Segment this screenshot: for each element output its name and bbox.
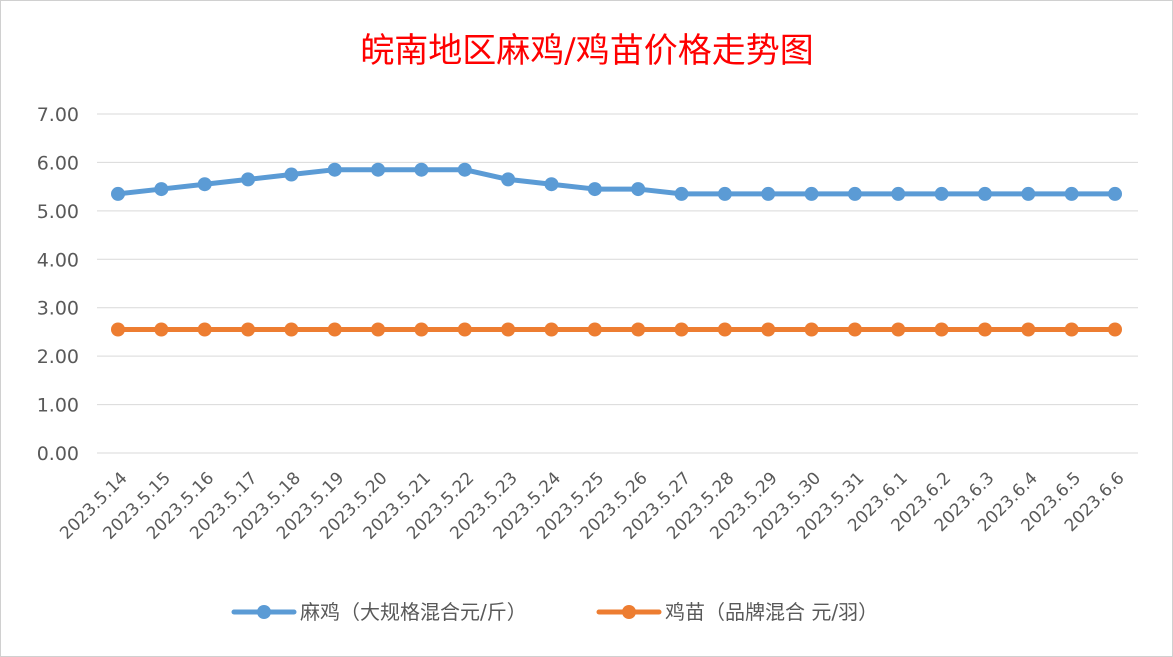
y-tick-label: 3.00: [37, 298, 79, 320]
legend-item-1: 麻鸡（大规格混合元/斤）: [231, 600, 527, 624]
y-tick-label: 2.00: [37, 346, 79, 368]
data-point: [154, 182, 169, 197]
data-point: [241, 172, 256, 187]
data-point: [587, 182, 602, 197]
data-point: [544, 177, 559, 192]
data-point: [891, 186, 906, 201]
legend-marker: [622, 605, 636, 619]
data-point: [1021, 322, 1036, 337]
data-point: [111, 322, 125, 337]
data-point: [717, 322, 732, 337]
data-point: [371, 162, 386, 177]
data-point: [934, 186, 949, 201]
legend-label: 麻鸡（大规格混合元/斤）: [300, 600, 527, 624]
chart-title: 皖南地区麻鸡/鸡苗价格走势图: [360, 31, 813, 71]
series-line: [115, 167, 1118, 197]
data-point: [804, 186, 819, 201]
data-point: [414, 322, 429, 337]
data-point: [1108, 186, 1122, 201]
data-point: [977, 322, 992, 337]
y-tick-label: 4.00: [37, 249, 79, 271]
data-point: [284, 322, 299, 337]
data-point: [631, 322, 646, 337]
data-point: [717, 186, 732, 201]
y-tick-label: 7.00: [37, 104, 79, 126]
data-point: [154, 322, 169, 337]
y-tick-label: 5.00: [37, 201, 79, 223]
data-point: [674, 186, 689, 201]
data-point: [327, 322, 342, 337]
legend-marker: [257, 605, 271, 619]
data-point: [327, 162, 342, 177]
data-point: [587, 322, 602, 337]
data-point: [761, 322, 776, 337]
y-tick-label: 1.00: [37, 395, 79, 417]
series-2: [111, 322, 1122, 337]
data-point: [111, 186, 125, 201]
data-point: [241, 322, 256, 337]
y-axis-ticks: 0.00 1.00 2.00 3.00 4.00 5.00 6.00 7.00: [37, 104, 79, 465]
data-point: [544, 322, 559, 337]
data-point: [847, 322, 862, 337]
data-point: [197, 177, 212, 192]
y-tick-label: 0.00: [37, 443, 79, 465]
y-tick-label: 6.00: [37, 152, 79, 174]
data-point: [284, 167, 299, 182]
data-point: [1108, 322, 1122, 337]
data-point: [1064, 322, 1079, 337]
data-point: [934, 322, 949, 337]
data-point: [457, 322, 472, 337]
data-point: [414, 162, 429, 177]
data-point: [501, 322, 516, 337]
series-1: [111, 162, 1122, 201]
data-point: [371, 322, 386, 337]
data-point: [1021, 186, 1036, 201]
data-point: [631, 182, 646, 197]
gridlines: [97, 113, 1138, 454]
x-axis-ticks: 2023.5.142023.5.152023.5.162023.5.172023…: [56, 468, 1128, 543]
legend-item-2: 鸡苗（品牌混合 元/羽）: [596, 600, 878, 624]
data-point: [674, 322, 689, 337]
data-point: [457, 162, 472, 177]
data-point: [501, 172, 516, 187]
legend-label: 鸡苗（品牌混合 元/羽）: [665, 600, 878, 624]
data-point: [804, 322, 819, 337]
series-layer: [111, 162, 1122, 337]
data-point: [1064, 186, 1079, 201]
data-point: [891, 322, 906, 337]
data-point: [761, 186, 776, 201]
data-point: [197, 322, 212, 337]
data-point: [977, 186, 992, 201]
legend: 麻鸡（大规格混合元/斤） 鸡苗（品牌混合 元/羽）: [231, 600, 878, 624]
data-point: [847, 186, 862, 201]
